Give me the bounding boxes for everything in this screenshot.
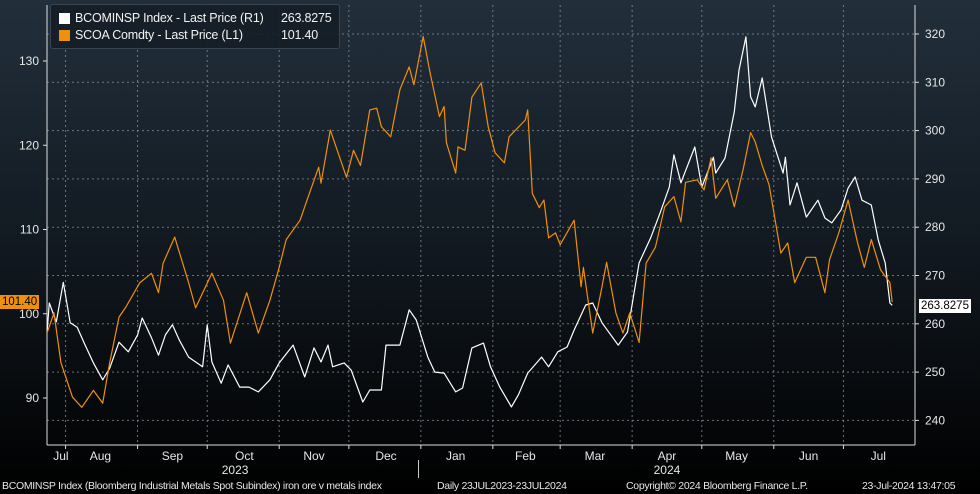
footer-copyright: Copyright© 2024 Bloomberg Finance L.P. xyxy=(626,480,808,492)
x-axis-month-label: Feb xyxy=(515,449,536,463)
x-axis-month-label: Oct xyxy=(235,449,254,463)
legend-last-value: 101.40 xyxy=(281,28,319,42)
legend-swatch-white xyxy=(59,13,70,24)
left-last-value-tag: 101.40 xyxy=(0,295,40,309)
left-axis-tick-label: 100 xyxy=(19,307,39,321)
legend-swatch-orange xyxy=(59,30,70,41)
left-axis-tick-label: 90 xyxy=(26,391,40,405)
legend-label: BCOMINSP Index - Last Price (R1) xyxy=(75,11,264,25)
right-axis-tick-label: 320 xyxy=(925,27,945,41)
x-axis-month-label: Jun xyxy=(799,449,818,463)
legend-last-value: 263.8275 xyxy=(281,11,332,25)
x-axis-month-label: Dec xyxy=(375,449,396,463)
series-line-scoa xyxy=(46,35,893,408)
right-axis-tick-label: 280 xyxy=(925,220,945,234)
x-axis-month-label: Sep xyxy=(162,449,184,463)
right-last-value-tag: 263.8275 xyxy=(919,299,971,313)
footer-description: BCOMINSP Index (Bloomberg Industrial Met… xyxy=(2,480,382,492)
left-axis-tick-label: 130 xyxy=(19,54,39,68)
x-axis-month-label: Jan xyxy=(446,449,465,463)
x-axis-year-label: 2023 xyxy=(222,463,249,477)
right-axis-tick-label: 260 xyxy=(925,317,945,331)
right-axis-tick-label: 310 xyxy=(925,75,945,89)
right-axis-tick-label: 290 xyxy=(925,172,945,186)
x-axis-month-label: Mar xyxy=(585,449,606,463)
footer-date-range: Daily 23JUL2023-23JUL2024 xyxy=(437,480,567,492)
x-axis-month-label: Jul xyxy=(871,449,886,463)
right-axis-tick-label: 270 xyxy=(925,269,945,283)
left-axis-tick-label: 120 xyxy=(19,138,39,152)
series-line-bcominsp xyxy=(46,36,893,408)
right-axis-tick-label: 250 xyxy=(925,365,945,379)
right-axis-tick-label: 300 xyxy=(925,124,945,138)
x-axis-month-label: Aug xyxy=(90,449,111,463)
x-axis-year-label: 2024 xyxy=(654,463,681,477)
x-axis-month-label: Jul xyxy=(53,449,68,463)
left-axis-tick-label: 110 xyxy=(20,223,39,237)
legend-label: SCOA Comdty - Last Price (L1) xyxy=(75,28,243,42)
footer-timestamp: 23-Jul-2024 13:47:05 xyxy=(862,480,956,492)
x-axis-month-label: Nov xyxy=(303,449,324,463)
right-axis-tick-label: 240 xyxy=(925,413,945,427)
x-axis-month-label: Apr xyxy=(658,449,677,463)
x-axis-month-label: May xyxy=(725,449,748,463)
legend: BCOMINSP Index - Last Price (R1) 263.827… xyxy=(50,4,340,49)
